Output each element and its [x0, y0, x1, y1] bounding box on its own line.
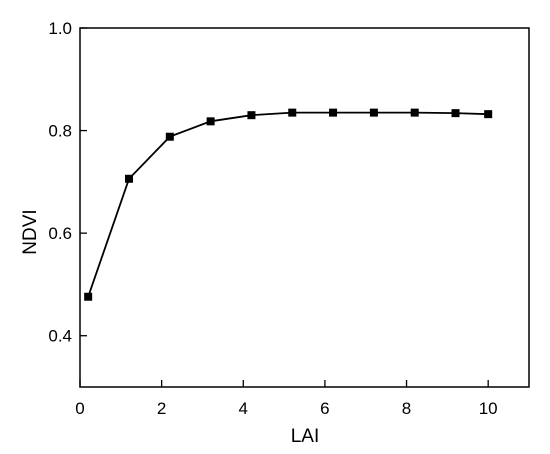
data-point-marker — [288, 108, 297, 117]
data-point-marker — [369, 108, 378, 117]
y-axis-title: NDVI — [20, 209, 41, 254]
x-axis-title: LAI — [291, 426, 320, 447]
x-tick-label: 8 — [402, 399, 411, 418]
data-point-marker — [329, 108, 338, 117]
data-point-marker — [484, 110, 493, 119]
y-tick-label: 0.6 — [48, 224, 72, 243]
x-tick-label: 4 — [239, 399, 248, 418]
y-tick-label: 1.0 — [48, 19, 72, 38]
series-line — [87, 111, 489, 297]
x-tick-label: 0 — [75, 399, 84, 418]
data-point-marker — [84, 292, 93, 301]
data-point-marker — [451, 109, 460, 118]
y-tick-label: 0.4 — [48, 327, 72, 346]
data-point-marker — [165, 132, 174, 141]
data-point-marker — [410, 108, 419, 117]
plot-frame — [79, 27, 530, 388]
y-tick-label: 0.8 — [48, 122, 72, 141]
x-tick-label: 2 — [157, 399, 166, 418]
data-point-marker — [124, 174, 133, 183]
x-tick-label: 10 — [479, 399, 498, 418]
data-point-marker — [247, 111, 256, 120]
data-point-marker — [206, 117, 215, 126]
x-tick-label: 6 — [320, 399, 329, 418]
